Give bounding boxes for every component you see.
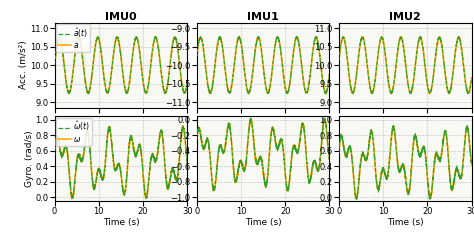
Title: IMU0: IMU0 <box>105 12 137 22</box>
Title: IMU2: IMU2 <box>389 12 421 22</box>
Title: IMU1: IMU1 <box>247 12 279 22</box>
Legend: $\hat{a}(t)$, $a$: $\hat{a}(t)$, $a$ <box>56 24 90 52</box>
Y-axis label: Gyro. (rad/s): Gyro. (rad/s) <box>25 130 34 187</box>
Legend: $\hat{\omega}(t)$, $\omega$: $\hat{\omega}(t)$, $\omega$ <box>56 118 92 146</box>
X-axis label: Time (s): Time (s) <box>245 218 282 227</box>
X-axis label: Time (s): Time (s) <box>102 218 139 227</box>
Y-axis label: Acc. (m/s²): Acc. (m/s²) <box>19 41 28 89</box>
X-axis label: Time (s): Time (s) <box>387 218 424 227</box>
